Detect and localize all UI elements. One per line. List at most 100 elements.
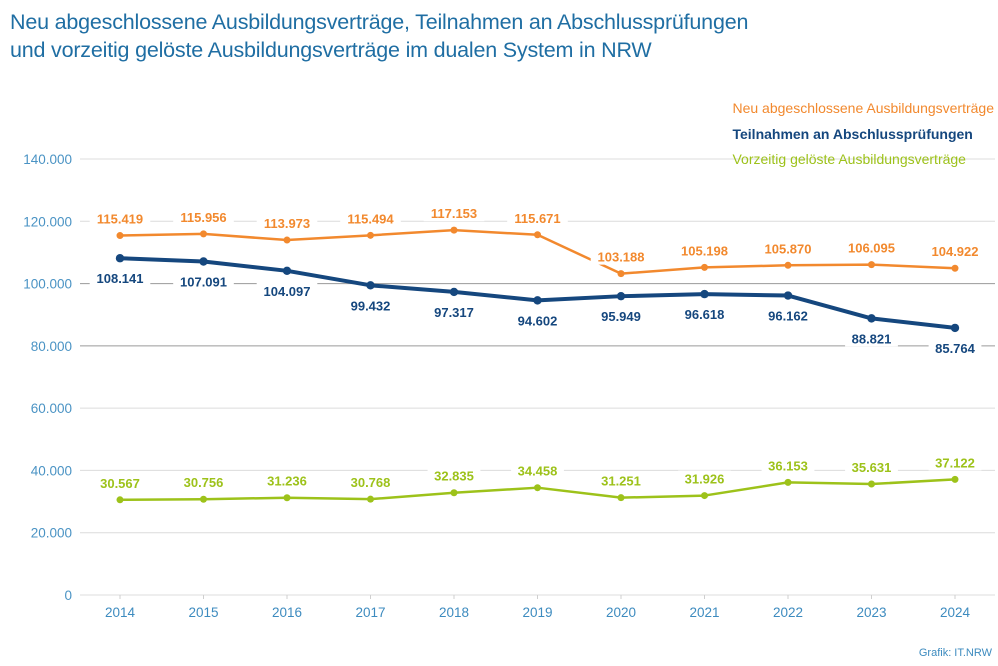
legend-item-vorzeitig-geloest: Vorzeitig gelöste Ausbildungsverträge: [732, 151, 966, 167]
data-label-background: [841, 239, 902, 256]
data-point: [283, 236, 291, 244]
data-label: 99.432: [351, 298, 391, 313]
data-point: [701, 492, 708, 500]
data-label: 115.419: [97, 212, 143, 227]
data-label-background: [423, 205, 485, 222]
data-point: [951, 475, 959, 483]
x-tick-label: 2024: [940, 605, 971, 620]
legend-item-teilnahmen: Teilnahmen an Abschlussprüfungen: [732, 125, 973, 142]
series-group: [115, 226, 960, 504]
chart-title: Neu abgeschlossene Ausbildungsverträge, …: [10, 8, 748, 64]
data-label: 95.949: [601, 309, 641, 324]
data-label-background: [845, 459, 898, 476]
data-label: 107.091: [180, 274, 227, 289]
data-point: [534, 231, 541, 239]
data-label: 105.198: [681, 243, 728, 258]
data-label-background: [256, 215, 318, 232]
data-label: 31.251: [601, 474, 641, 489]
x-tick-label: 2014: [105, 605, 136, 620]
data-label-background: [427, 467, 481, 484]
data-point: [868, 261, 875, 269]
y-tick-label: 80.000: [31, 339, 72, 354]
chart-title-line-2: und vorzeitig gelöste Ausbildungsverträg…: [10, 38, 652, 62]
data-point: [116, 232, 124, 240]
data-point: [784, 261, 792, 269]
x-tick-label: 2021: [689, 605, 719, 620]
data-label: 113.973: [264, 216, 310, 231]
data-label: 30.768: [351, 475, 391, 490]
data-label: 108.141: [97, 271, 144, 286]
data-point: [450, 489, 458, 497]
data-label-background: [845, 330, 898, 347]
data-label-background: [594, 472, 648, 489]
data-label: 105.870: [765, 241, 812, 256]
legend: Neu abgeschlossene Ausbildungsverträge T…: [732, 96, 994, 173]
data-label: 85.764: [935, 341, 976, 356]
data-label: 32.835: [434, 469, 474, 484]
data-label: 117.153: [431, 206, 477, 221]
data-label-background: [511, 312, 564, 329]
data-point: [200, 495, 207, 503]
data-label: 115.671: [514, 211, 560, 226]
data-label: 30.567: [100, 476, 140, 491]
legend-item-neu-abgeschlossen: Neu abgeschlossene Ausbildungsverträge: [732, 100, 994, 116]
data-point: [700, 289, 709, 299]
y-axis: 0 20.000 40.000 60.000 80.000 100.000 120.000 1…: [23, 152, 72, 603]
data-label: 35.631: [852, 460, 892, 475]
data-label-background: [678, 306, 731, 323]
chart-title-line-1: Neu abgeschlossene Ausbildungsverträge, …: [10, 10, 749, 34]
data-label-background: [928, 454, 982, 471]
data-point: [533, 296, 542, 305]
data-label-background: [590, 248, 652, 265]
y-tick-label: 40.000: [31, 463, 72, 478]
data-label-background: [173, 208, 234, 225]
data-label: 104.097: [264, 284, 311, 299]
data-point: [534, 484, 541, 492]
data-label-background: [344, 474, 397, 491]
data-point: [283, 494, 291, 502]
data-point: [617, 494, 625, 502]
x-tick-label: 2016: [272, 605, 302, 620]
data-label: 34.458: [518, 464, 558, 479]
data-label: 103.188: [598, 250, 645, 265]
data-label: 37.122: [935, 455, 975, 470]
data-label: 31.926: [685, 472, 725, 487]
data-point: [282, 266, 292, 276]
data-label: 96.162: [768, 309, 808, 324]
x-tick-label: 2018: [439, 605, 469, 620]
data-label-background: [256, 282, 318, 299]
data-point: [366, 281, 375, 290]
data-point: [617, 270, 625, 278]
data-label-background: [674, 242, 735, 259]
x-tick-label: 2015: [188, 605, 218, 620]
data-point: [868, 480, 875, 488]
data-label: 115.956: [180, 210, 226, 225]
data-label-background: [89, 210, 151, 227]
data-label: 30.756: [184, 475, 224, 490]
data-label-background: [93, 474, 147, 491]
data-point: [449, 287, 459, 297]
data-label-background: [427, 303, 481, 320]
data-label: 31.236: [267, 474, 307, 489]
data-point: [116, 496, 124, 504]
data-label-background: [761, 307, 815, 324]
data-point: [701, 263, 708, 271]
x-tick-label: 2022: [773, 605, 803, 620]
data-point: [783, 291, 793, 300]
data-label-background: [89, 270, 151, 287]
data-label-background: [511, 462, 564, 479]
y-tick-label: 0: [64, 588, 72, 603]
data-point: [867, 314, 876, 323]
data-label: 36.153: [768, 458, 808, 473]
data-label: 104.922: [932, 244, 979, 259]
data-label-background: [177, 474, 230, 491]
data-label-background: [928, 339, 982, 356]
data-point: [950, 323, 960, 333]
data-label-background: [260, 472, 314, 489]
data-label: 94.602: [518, 313, 558, 328]
x-axis: 2014 2015 2016 2017 2018 2019 2020 2021 2022 2023…: [105, 595, 971, 620]
data-label-background: [678, 470, 731, 487]
data-point: [199, 257, 208, 266]
data-labels: 115.419 115.956 113.973 115.494 117.153 115.6…: [89, 205, 986, 491]
